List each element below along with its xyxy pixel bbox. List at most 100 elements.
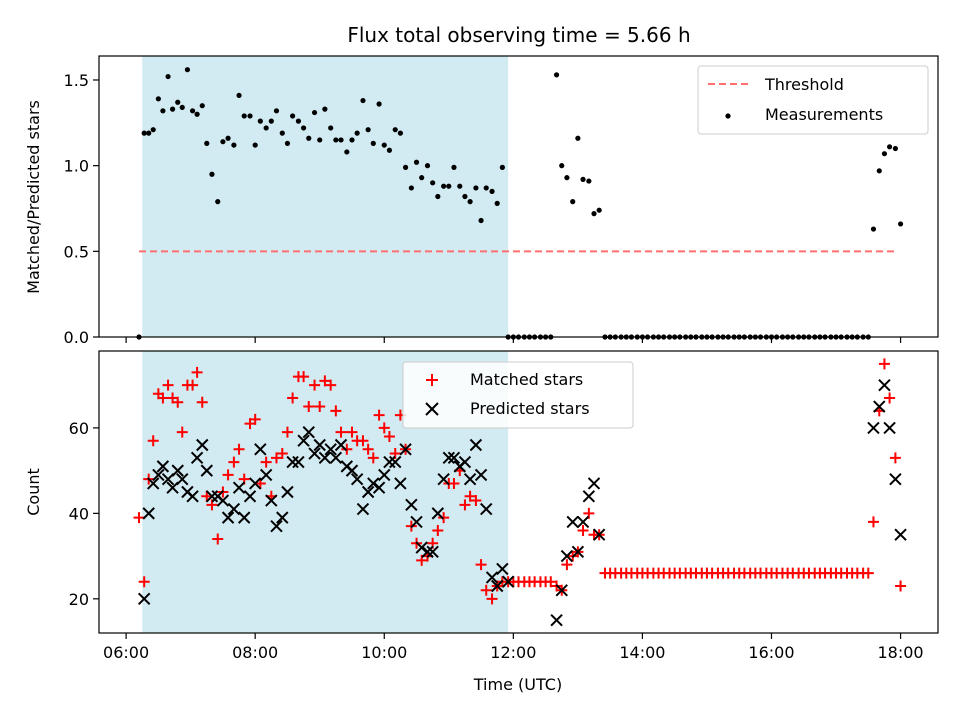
matched-star-point [889, 452, 901, 464]
matched-star-point [270, 452, 282, 464]
predicted-star-point [410, 515, 423, 529]
bottom-frame [98, 350, 939, 634]
predicted-star-point [205, 490, 219, 503]
predicted-star-point [576, 515, 590, 529]
measurement-point [155, 96, 161, 102]
measurement-point [413, 159, 420, 165]
predicted-star-point [318, 451, 332, 465]
predicted-star-point [238, 511, 251, 524]
legend-predicted-label: Predicted stars [470, 399, 590, 418]
matched-star-point [895, 580, 907, 592]
measurement-point [365, 127, 371, 133]
predicted-star-point [200, 464, 213, 477]
bottom-x-tick-label: 12:00 [490, 643, 536, 662]
matched-star-point [162, 379, 174, 391]
measurement-point [580, 176, 586, 182]
measurement-point [570, 199, 576, 205]
measurement-point [559, 163, 565, 169]
predicted-star-point [582, 490, 596, 503]
predicted-star-point [216, 494, 230, 507]
predicted-star-point [894, 528, 907, 541]
predicted-star-point [383, 455, 396, 469]
top-axes: 0.0 0.5 1.0 1.5 [64, 55, 939, 347]
measurement-point [489, 188, 495, 194]
predicted-star-point [324, 443, 337, 456]
predicted-star-point [196, 438, 209, 452]
predicted-star-point [276, 511, 289, 524]
measurement-point [257, 118, 263, 124]
matched-star-point [201, 490, 213, 502]
bottom-y-axis-label: Count [24, 468, 43, 516]
predicted-star-point [259, 468, 273, 482]
predicted-star-point [469, 438, 483, 452]
bottom-x-tick-label: 16:00 [748, 643, 794, 662]
matched-star-point [228, 456, 240, 468]
predicted-star-point [171, 464, 184, 477]
matched-star-point [464, 490, 476, 502]
measurement-point [189, 108, 196, 114]
predicted-star-point [334, 438, 348, 452]
measurement-point [252, 142, 258, 148]
predicted-star-point [485, 571, 499, 584]
measurement-point [402, 164, 409, 170]
matched-star-point [341, 443, 353, 455]
predicted-star-point [474, 468, 488, 482]
predicted-star-point [587, 477, 601, 490]
matched-star-point [287, 392, 299, 404]
measurement-point [220, 139, 226, 145]
top-y-tick-label: 1.5 [64, 71, 89, 90]
measurement-point [881, 151, 888, 157]
predicted-star-point [156, 460, 170, 473]
matched-star-point [867, 516, 879, 528]
predicted-star-point [254, 443, 267, 456]
measurement-point [184, 67, 191, 73]
matched-star-point [357, 435, 369, 447]
measurement-point [311, 109, 318, 116]
predicted-star-point [345, 464, 359, 477]
predicted-star-point [571, 545, 585, 559]
measurement-point [494, 200, 500, 206]
predicted-star-point [176, 472, 189, 486]
measurement-point [381, 142, 387, 148]
measurement-point [215, 199, 221, 205]
matched-star-point [281, 426, 293, 438]
legend-matched-swatch [426, 374, 438, 386]
measurement-point [204, 140, 210, 146]
predicted-star-point [501, 575, 515, 588]
measurement-point [236, 92, 242, 99]
predicted-star-point [389, 455, 402, 469]
matched-star-point [884, 392, 896, 404]
bottom-legend: Matched stars Predicted stars [402, 361, 634, 429]
predicted-star-point [350, 472, 364, 486]
measurement-point [295, 118, 302, 124]
predicted-star-point [361, 485, 375, 499]
matched-star-point [309, 379, 321, 391]
matched-star-point [319, 375, 331, 387]
measurement-point [408, 185, 414, 191]
matched-star-point [133, 512, 145, 524]
measurement-point [279, 130, 285, 136]
predicted-star-point [190, 451, 204, 465]
legend-threshold-label: Threshold [764, 75, 844, 94]
measurement-point [322, 106, 328, 112]
bottom-y-tick-label: 60 [69, 419, 89, 438]
matched-star-point [157, 392, 169, 404]
predicted-star-point [399, 443, 412, 456]
measurement-point [457, 183, 463, 189]
measurement-point [141, 130, 147, 136]
matched-star-point [303, 401, 315, 413]
matched-star-point [249, 413, 261, 425]
predicted-star-point [302, 425, 315, 439]
top-frame [98, 55, 939, 338]
matched-star-point [196, 396, 208, 408]
predicted-star-point [463, 472, 477, 486]
predicted-star-point [394, 477, 407, 490]
predicted-star-point [867, 421, 880, 435]
predicted-star-point [286, 455, 299, 469]
measurement-point [419, 175, 425, 181]
predicted-star-point [248, 477, 262, 490]
matched-star-point [878, 358, 890, 370]
matched-star-point [448, 477, 460, 489]
predicted-star-point [555, 584, 568, 597]
measurement-point [462, 193, 468, 200]
